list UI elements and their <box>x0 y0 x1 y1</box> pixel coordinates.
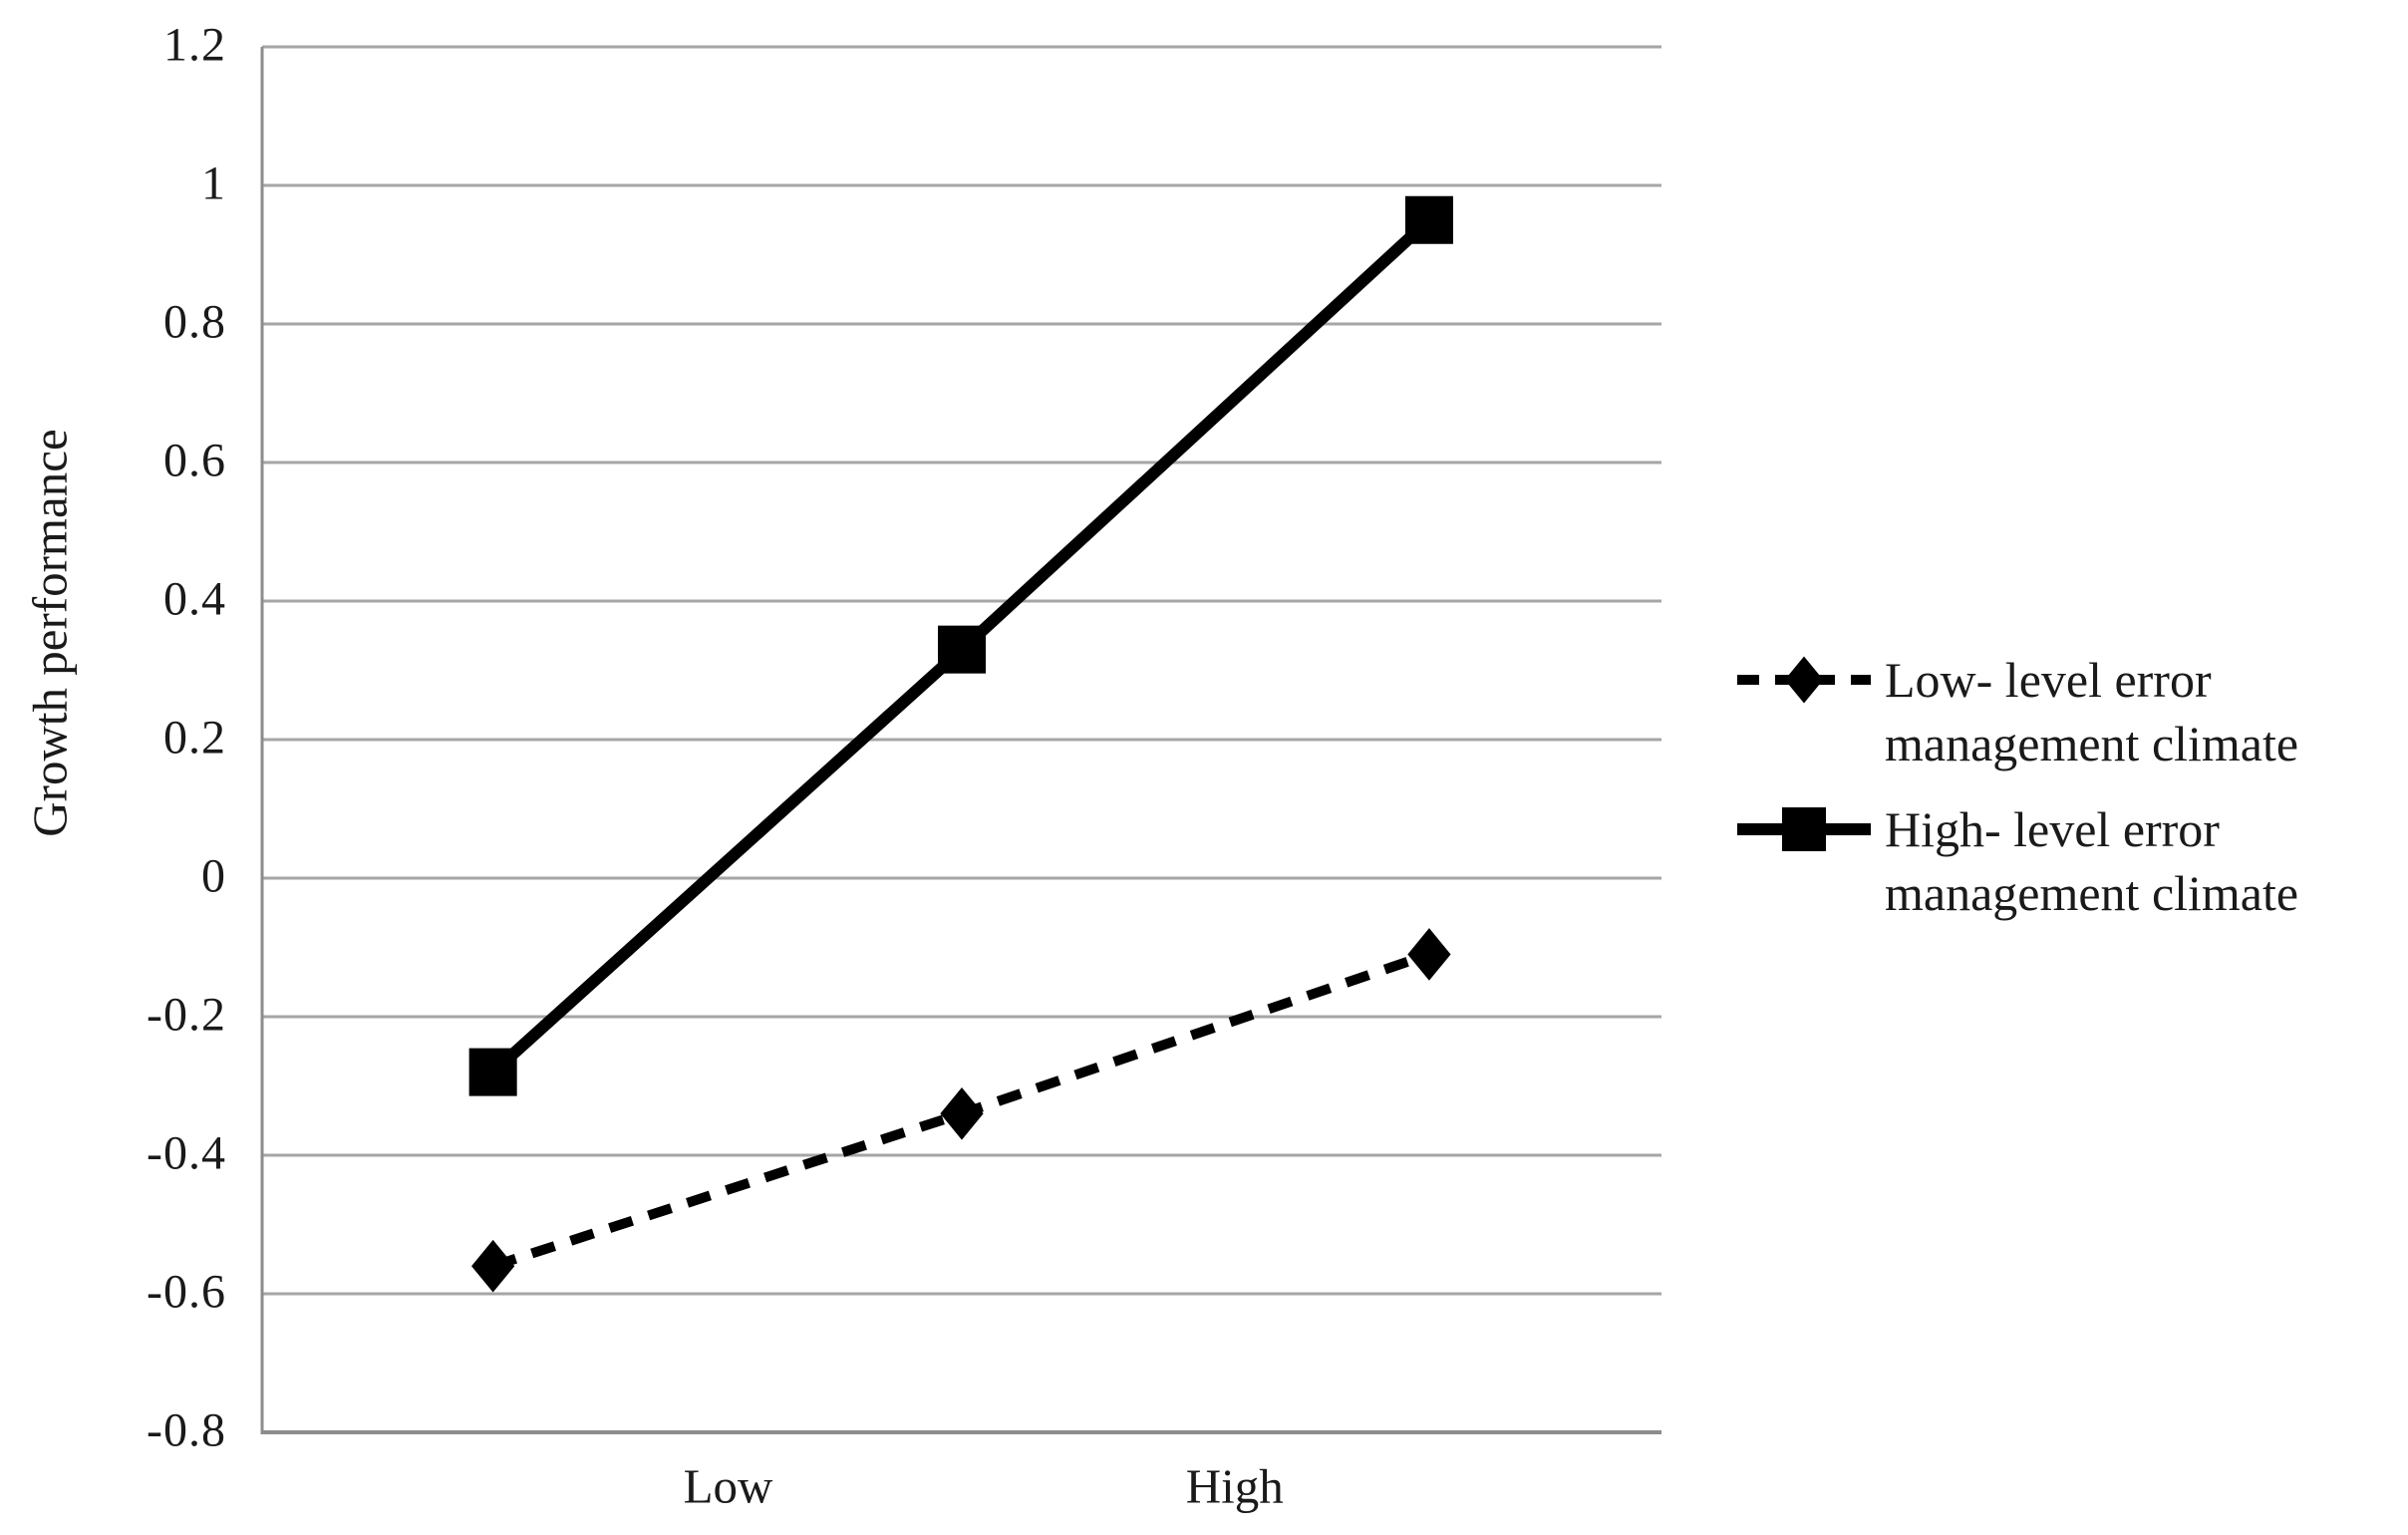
legend: Low- level error management climate High-… <box>1737 648 2361 925</box>
y-tick-label: -0.6 <box>147 1265 226 1319</box>
y-tick-label: 0.6 <box>163 434 226 487</box>
diamond-marker <box>471 1239 515 1293</box>
legend-label: High- level error management climate <box>1885 801 2299 921</box>
diamond-marker <box>1407 928 1451 981</box>
y-axis-title: Growth performance <box>22 429 78 837</box>
legend-item: High- level error management climate <box>1737 797 2361 925</box>
y-tick-label: 1 <box>201 156 226 210</box>
y-tick-label: 1.2 <box>163 18 226 72</box>
x-axis-label-low: Low <box>683 1458 773 1514</box>
legend-marker <box>1782 807 1826 851</box>
square-marker <box>1404 195 1453 244</box>
y-tick-label: 0.4 <box>163 572 226 626</box>
legend-dashed-diamond-icon <box>1737 656 1871 704</box>
y-tick-label: 0.8 <box>163 295 226 349</box>
legend-item: Low- level error management climate <box>1737 648 2361 775</box>
legend-solid-square-icon <box>1737 807 1871 851</box>
y-tick-label: -0.2 <box>147 988 226 1042</box>
square-marker <box>938 625 986 674</box>
x-axis-label-high: High <box>1185 1458 1284 1514</box>
y-tick-label: 0 <box>201 849 226 903</box>
diamond-marker <box>940 1086 984 1140</box>
square-marker <box>468 1048 517 1096</box>
y-tick-label: -0.8 <box>147 1403 226 1457</box>
y-tick-label: -0.4 <box>147 1126 226 1180</box>
legend-label: Low- level error management climate <box>1885 652 2299 771</box>
y-tick-label: 0.2 <box>163 711 226 765</box>
legend-marker <box>1784 656 1824 704</box>
